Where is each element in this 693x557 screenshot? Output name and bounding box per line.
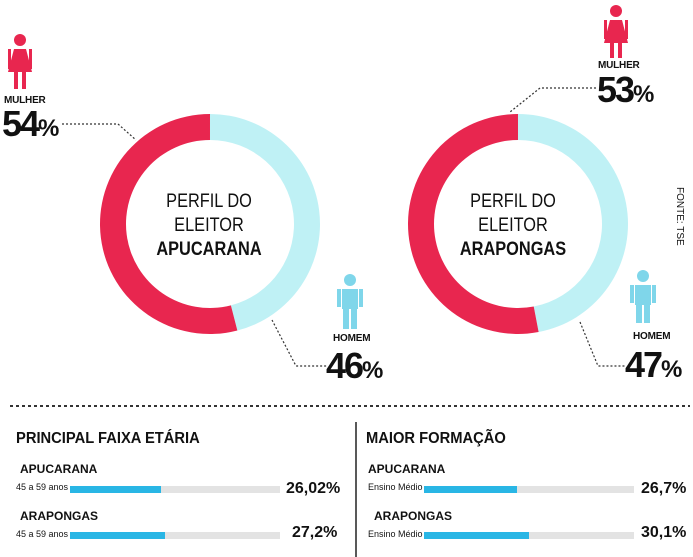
city-faixa-arapongas: ARAPONGAS <box>20 509 99 523</box>
donut-center-arapongas: PERFIL DO ELEITOR ARAPONGAS <box>449 190 578 262</box>
leader-line-mulher-apucarana <box>62 123 137 141</box>
bar-value-formacao-arapongas: 30,1% <box>641 524 687 541</box>
bar-label-faixa-arapongas: 45 a 59 anos <box>16 529 69 539</box>
city-formacao-apucarana: APUCARANA <box>368 462 446 476</box>
center-line2: ELEITOR <box>174 215 244 236</box>
donut-slice-mulher-arapongas <box>407 114 539 334</box>
bar-track-formacao-arapongas <box>424 532 634 539</box>
woman-icon-apucarana <box>8 34 32 89</box>
center-line2: ELEITOR <box>478 215 548 236</box>
city-formacao-arapongas: ARAPONGAS <box>374 509 453 523</box>
pct-value: 54 <box>2 103 40 144</box>
bar-fill-formacao-arapongas <box>424 532 530 539</box>
pct-value: 47 <box>625 344 663 385</box>
man-icon-arapongas <box>630 270 656 323</box>
label-homem-arapongas: HOMEM <box>633 331 671 342</box>
pct-symbol: % <box>661 356 683 383</box>
center-line1: PERFIL DO <box>166 191 252 212</box>
pct-homem-arapongas: 47% <box>625 347 682 388</box>
label-mulher-arapongas: MULHER <box>598 60 640 71</box>
donut-chart-arapongas <box>407 114 628 334</box>
donut-slice-mulher-apucarana <box>99 114 238 334</box>
bar-value-faixa-apucarana: 26,02% <box>286 480 341 497</box>
woman-icon-arapongas <box>604 5 628 58</box>
pct-symbol: % <box>38 115 60 142</box>
donut-center-apucarana: PERFIL DO ELEITOR APUCARANA <box>145 190 274 262</box>
pct-value: 46 <box>326 345 364 386</box>
bar-fill-faixa-apucarana <box>70 486 162 493</box>
pct-symbol: % <box>362 357 384 384</box>
center-city: APUCARANA <box>156 239 262 260</box>
bar-track-faixa-arapongas <box>70 532 280 539</box>
man-icon-apucarana <box>337 274 363 329</box>
bar-fill-formacao-apucarana <box>424 486 518 493</box>
bar-label-formacao-arapongas: Ensino Médio <box>368 529 423 539</box>
bar-label-faixa-apucarana: 45 a 59 anos <box>16 482 69 492</box>
section-title-formacao: MAIOR FORMAÇÃO <box>366 430 506 447</box>
pct-value: 53 <box>597 69 635 110</box>
donut-slice-homem-apucarana <box>210 114 320 331</box>
leader-line-homem-apucarana <box>271 319 328 367</box>
bar-value-formacao-apucarana: 26,7% <box>641 480 687 497</box>
leader-line-homem-arapongas <box>579 321 626 367</box>
donut-slice-homem-arapongas <box>518 114 628 333</box>
bar-label-formacao-apucarana: Ensino Médio <box>368 482 423 492</box>
pct-symbol: % <box>633 81 655 108</box>
leader-line-mulher-arapongas <box>509 87 596 113</box>
bar-track-formacao-apucarana <box>424 486 634 493</box>
bar-value-faixa-arapongas: 27,2% <box>292 524 338 541</box>
pct-mulher-arapongas: 53% <box>597 72 654 113</box>
pct-homem-apucarana: 46% <box>326 348 383 389</box>
bar-fill-faixa-arapongas <box>70 532 166 539</box>
source-note: FONTE: TSE <box>674 187 685 246</box>
bar-track-faixa-apucarana <box>70 486 280 493</box>
center-city: ARAPONGAS <box>459 239 567 260</box>
city-faixa-apucarana: APUCARANA <box>20 462 98 476</box>
donut-chart-apucarana <box>99 114 320 334</box>
label-homem-apucarana: HOMEM <box>333 333 371 344</box>
pct-mulher-apucarana: 54% <box>2 106 59 147</box>
label-mulher-apucarana: MULHER <box>4 95 46 106</box>
section-title-faixa: PRINCIPAL FAIXA ETÁRIA <box>16 430 200 447</box>
center-line1: PERFIL DO <box>470 191 556 212</box>
